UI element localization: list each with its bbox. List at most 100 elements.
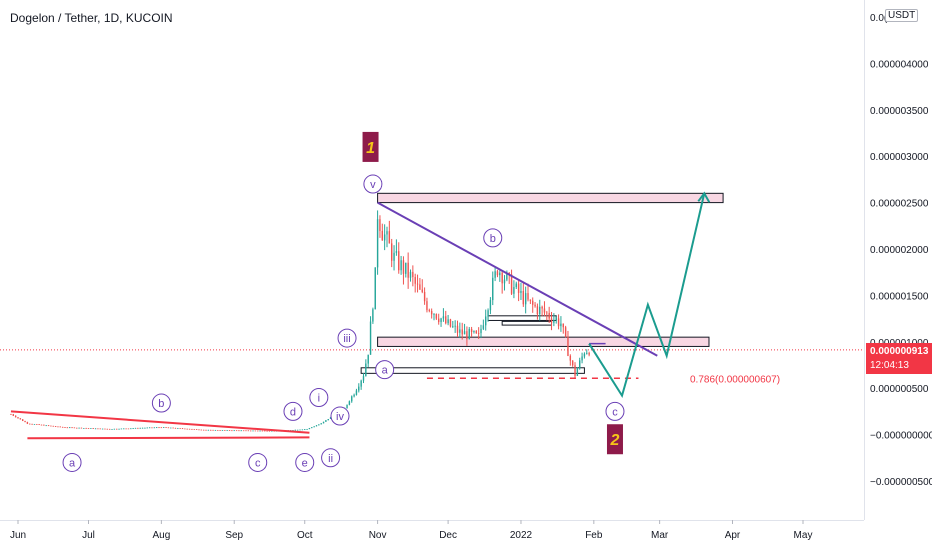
- candle-body: [76, 427, 78, 429]
- candle-body: [473, 331, 475, 333]
- candle-body: [386, 231, 388, 235]
- wave-label-circle[interactable]: [321, 448, 341, 468]
- candle-body: [506, 272, 508, 280]
- support-box[interactable]: [501, 320, 553, 326]
- candle-body: [355, 390, 358, 395]
- candle-body: [167, 427, 170, 429]
- time-tick-label: Oct: [297, 530, 313, 541]
- candle-body: [78, 427, 80, 429]
- wave-label-circle[interactable]: [483, 228, 503, 248]
- candle-body: [163, 427, 165, 428]
- candle-body: [524, 293, 527, 305]
- candle-body: [113, 428, 116, 430]
- candle-body: [90, 428, 92, 429]
- current-price-tag: 0.000000913 12:04:13: [866, 343, 932, 374]
- candle-body: [116, 428, 118, 430]
- candle-body: [393, 252, 395, 261]
- time-axis[interactable]: Jun Jul Aug Sep Oct Nov Dec 2022 Feb Mar Apr May: [10, 520, 813, 541]
- time-tick-label: Feb: [585, 530, 603, 541]
- time-tick-label: May: [794, 530, 813, 541]
- wave-label-text: b: [490, 233, 496, 245]
- price-axis[interactable]: 0.0(0.000004000 0.000003500 0.000003000 0.0…: [870, 13, 932, 488]
- candle-body: [80, 427, 83, 429]
- candle-body: [318, 424, 320, 426]
- wave-label-circle[interactable]: [363, 174, 383, 194]
- major-wave-badge[interactable]: [606, 424, 623, 455]
- grid-layer: [0, 0, 865, 521]
- candle-body: [101, 428, 104, 430]
- candle-body: [165, 427, 167, 428]
- candle-body: [14, 415, 17, 418]
- candle-body: [353, 394, 355, 397]
- candle-body: [398, 251, 400, 271]
- candle-body: [560, 323, 562, 327]
- candle-body: [85, 428, 87, 429]
- candle-body: [217, 430, 219, 431]
- candle-body: [264, 430, 266, 432]
- candle-body: [224, 430, 226, 431]
- candle-body: [207, 429, 210, 431]
- wave-label-circle[interactable]: [330, 406, 350, 426]
- time-tick-label: Apr: [725, 530, 741, 541]
- candle-body: [494, 271, 496, 278]
- red-trendline-lower[interactable]: [27, 436, 310, 440]
- support-box[interactable]: [487, 315, 557, 321]
- candle-body: [369, 321, 372, 355]
- candle-body: [69, 427, 71, 429]
- resistance-zone[interactable]: [377, 192, 724, 204]
- currency-badge[interactable]: USDT: [885, 9, 919, 22]
- red-trendline-upper[interactable]: [10, 410, 310, 434]
- wave-label-text: ii: [328, 453, 333, 465]
- candle-body: [242, 430, 245, 432]
- wave-label-text: e: [302, 457, 308, 469]
- symbol-title-text: Dogelon / Tether, 1D, KUCOIN: [10, 11, 173, 25]
- candle-body: [468, 329, 470, 340]
- candle-body: [433, 314, 435, 315]
- candle-body: [414, 277, 416, 284]
- candle-body: [449, 319, 452, 327]
- projection-arrowhead: [697, 191, 711, 203]
- candle-body: [249, 430, 252, 432]
- wave-label-circle[interactable]: [375, 360, 395, 380]
- candle-body: [513, 287, 515, 294]
- candle-body: [111, 429, 113, 430]
- candle-body: [487, 310, 489, 317]
- wave-label-circle[interactable]: [62, 452, 82, 472]
- wave-label-circle[interactable]: [151, 393, 171, 413]
- wave-label-circle[interactable]: [309, 387, 329, 407]
- wave-label-circle[interactable]: [283, 401, 303, 421]
- candle-body: [92, 428, 94, 429]
- major-wave-badge[interactable]: [362, 131, 379, 162]
- candle-body: [440, 318, 442, 323]
- candle-body: [172, 427, 174, 429]
- candle-body: [221, 430, 224, 431]
- wave-label-circle[interactable]: [337, 328, 357, 348]
- candle-body: [127, 428, 130, 430]
- candle-body: [543, 308, 546, 313]
- support-box[interactable]: [360, 367, 585, 374]
- candle-body: [541, 306, 543, 309]
- resistance-zone[interactable]: [377, 336, 710, 347]
- candle-body: [322, 421, 325, 424]
- candle-body: [550, 318, 553, 323]
- candle-body: [496, 271, 499, 276]
- purple-trendline[interactable]: [377, 201, 658, 357]
- candle-body: [329, 417, 332, 419]
- projection-path[interactable]: [588, 193, 706, 399]
- candle-body: [123, 428, 125, 430]
- candle-body: [139, 427, 141, 429]
- candle-body: [259, 430, 261, 432]
- symbol-title[interactable]: Dogelon / Tether, 1D, KUCOIN: [8, 10, 175, 26]
- candle-body: [17, 417, 19, 419]
- wave-label-circle[interactable]: [605, 401, 625, 421]
- candle-body: [308, 428, 311, 430]
- candle-body: [45, 425, 47, 427]
- candle-body: [583, 353, 586, 357]
- wave-label-circle[interactable]: [295, 452, 315, 472]
- wave-label-circle[interactable]: [248, 452, 268, 472]
- candle-body: [555, 318, 557, 320]
- candle-body: [586, 352, 588, 354]
- candle-body: [130, 428, 132, 430]
